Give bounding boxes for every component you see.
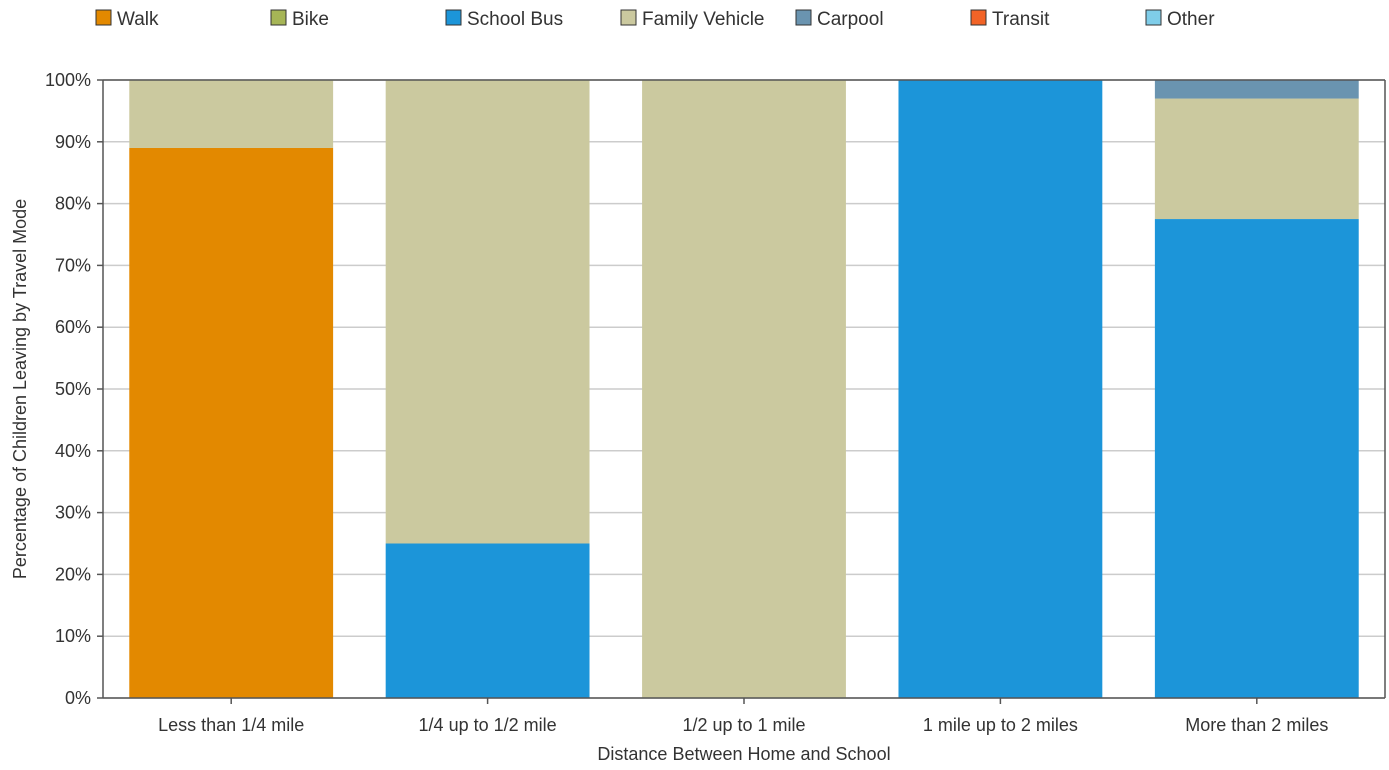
y-tick-label-30: 30% [55, 503, 91, 523]
legend-item-walk: Walk [95, 9, 159, 30]
x-tick-label-more-than-2-miles: More than 2 miles [1185, 715, 1328, 735]
x-tick-label-1-mile-up-to-2-miles: 1 mile up to 2 miles [923, 715, 1078, 735]
legend-item-other: Other [1145, 9, 1215, 30]
legend-swatch-other [1145, 9, 1162, 26]
y-axis-ticks: 0% 10% 20% 30% 40% 50% 60% 70% 80% 90% 100% [45, 70, 103, 708]
legend-item-school-bus: School Bus [445, 9, 563, 30]
y-tick-label-50: 50% [55, 379, 91, 399]
legend-label-carpool: Carpool [817, 9, 884, 30]
legend-swatch-walk [95, 9, 112, 26]
y-tick-label-70: 70% [55, 255, 91, 275]
legend-swatch-family-vehicle [620, 9, 637, 26]
bar-family-vehicle-1-2-up-to-1-mile [642, 80, 846, 698]
bars [129, 80, 1359, 699]
legend-label-transit: Transit [992, 9, 1050, 30]
legend-item-carpool: Carpool [795, 9, 884, 30]
x-tick-label-less-than-1-4-mile: Less than 1/4 mile [158, 715, 304, 735]
legend-label-bike: Bike [292, 9, 329, 30]
x-axis-ticks: Less than 1/4 mile 1/4 up to 1/2 mile 1/2 … [158, 698, 1328, 735]
legend-swatch-transit [970, 9, 987, 26]
legend-label-family-vehicle: Family Vehicle [642, 9, 765, 30]
y-tick-label-0: 0% [65, 688, 91, 708]
y-tick-label-100: 100% [45, 70, 91, 90]
bar-walk-less-than-1-4-mile [129, 147, 334, 699]
y-tick-label-60: 60% [55, 317, 91, 337]
legend-item-bike: Bike [270, 9, 329, 30]
bar-school-bus-1-4-up-to-1-2-mile [385, 543, 590, 698]
bar-family-vehicle-more-than-2-miles [1154, 98, 1359, 220]
legend-item-family-vehicle: Family Vehicle [620, 9, 765, 30]
bar-school-bus-1-mile-up-to-2-miles [898, 80, 1103, 698]
legend-label-school-bus: School Bus [467, 9, 563, 30]
bar-school-bus-more-than-2-miles [1154, 219, 1359, 699]
legend-item-transit: Transit [970, 9, 1050, 30]
y-tick-label-40: 40% [55, 441, 91, 461]
y-axis-title: Percentage of Children Leaving by Travel… [10, 199, 30, 579]
x-tick-label-1-2-up-to-1-mile: 1/2 up to 1 mile [682, 715, 805, 735]
y-tick-label-20: 20% [55, 564, 91, 584]
bar-carpool-more-than-2-miles [1154, 80, 1359, 99]
y-tick-label-80: 80% [55, 194, 91, 214]
legend-swatch-school-bus [445, 9, 462, 26]
x-tick-label-1-4-up-to-1-2-mile: 1/4 up to 1/2 mile [419, 715, 557, 735]
y-tick-label-90: 90% [55, 132, 91, 152]
legend-swatch-carpool [795, 9, 812, 26]
legend: Walk Bike School Bus Family Vehicle Carpool T… [95, 9, 1215, 30]
bar-family-vehicle-1-4-up-to-1-2-mile [385, 80, 590, 544]
legend-label-other: Other [1167, 9, 1215, 30]
y-tick-label-10: 10% [55, 626, 91, 646]
x-axis-title: Distance Between Home and School [597, 744, 890, 764]
bar-family-vehicle-less-than-1-4-mile [129, 80, 334, 148]
legend-swatch-bike [270, 9, 287, 26]
legend-label-walk: Walk [117, 9, 159, 30]
